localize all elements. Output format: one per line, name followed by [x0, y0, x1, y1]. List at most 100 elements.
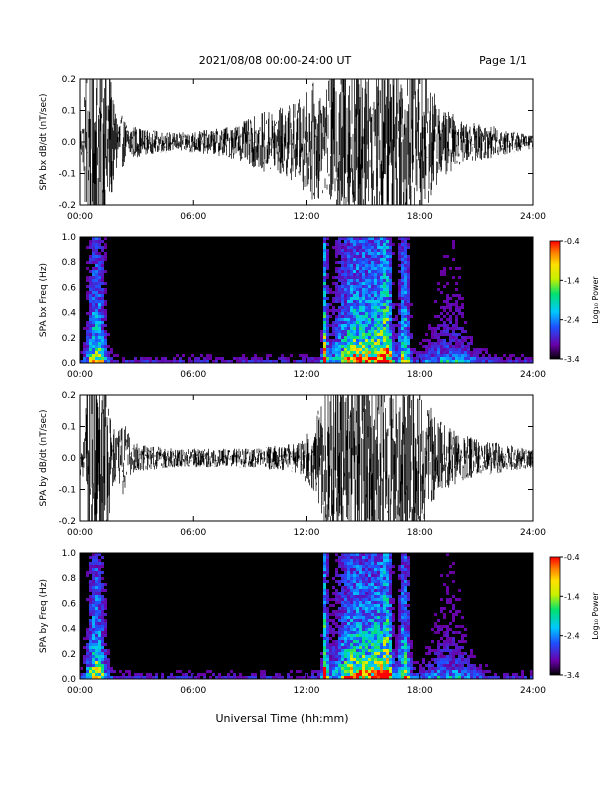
spectrogram-cell [95, 589, 98, 592]
spectrogram-cell [389, 276, 392, 279]
spectrogram-cell [341, 652, 344, 655]
spectrogram-cell [443, 583, 446, 586]
spectrogram-cell [371, 330, 374, 333]
spectrogram-cell [86, 664, 89, 667]
spectrogram-cell [140, 673, 143, 676]
spectrogram-cell [92, 261, 95, 264]
spectrogram-cell [380, 622, 383, 625]
spectrogram-cell [353, 640, 356, 643]
spectrogram-cell [122, 673, 125, 676]
spectrogram-cell [404, 661, 407, 664]
spectrogram-cell [362, 658, 365, 661]
spectrogram-cell [365, 565, 368, 568]
spectrogram-cell [92, 646, 95, 649]
spectrogram-cell [422, 670, 425, 673]
colorbar-tick-label: -0.4 [564, 237, 580, 246]
spectrogram-cell [371, 658, 374, 661]
spectrogram-cell [230, 360, 233, 363]
spectrogram-cell [338, 345, 341, 348]
spectrogram-cell [440, 610, 443, 613]
spectrogram-cell [362, 655, 365, 658]
spectrogram-cell [350, 670, 353, 673]
spectrogram-cell [401, 670, 404, 673]
spectrogram-cell [416, 351, 419, 354]
spectrogram-cell [455, 327, 458, 330]
spectrogram-cell [437, 351, 440, 354]
spectrogram-cell [95, 571, 98, 574]
spectrogram-cell [386, 571, 389, 574]
spectrogram-cell [98, 330, 101, 333]
spectrogram-cell [401, 628, 404, 631]
spectrogram-cell [371, 634, 374, 637]
spectrogram [80, 237, 533, 363]
spectrogram-cell [326, 676, 329, 679]
spectrogram-cell [446, 598, 449, 601]
spectrogram-cell [374, 673, 377, 676]
spectrogram-cell [365, 354, 368, 357]
spectrogram-cell [359, 360, 362, 363]
spectrogram-cell [407, 348, 410, 351]
spectrogram-cell [404, 553, 407, 556]
spectrogram-cell [371, 321, 374, 324]
spectrogram-cell [359, 664, 362, 667]
x-tick-label: 06:00 [180, 686, 206, 696]
spectrogram-cell [368, 652, 371, 655]
spectrogram-cell [98, 613, 101, 616]
spectrogram-cell [389, 273, 392, 276]
colorbar-tick-label: -1.4 [564, 592, 580, 601]
spectrogram-cell [431, 351, 434, 354]
spectrogram-cell [362, 252, 365, 255]
spectrogram-cell [362, 553, 365, 556]
spectrogram-cell [398, 619, 401, 622]
spectrogram-cell [323, 354, 326, 357]
spectrogram-cell [437, 327, 440, 330]
spectrogram-cell [134, 673, 137, 676]
spectrogram-cell [377, 267, 380, 270]
spectrogram-cell [92, 276, 95, 279]
spectrogram-cell [401, 330, 404, 333]
spectrogram-cell [104, 258, 107, 261]
spectrogram-cell [389, 258, 392, 261]
spectrogram-cell [164, 360, 167, 363]
spectrogram-cell [323, 270, 326, 273]
spectrogram-cell [392, 664, 395, 667]
spectrogram-cell [377, 327, 380, 330]
spectrogram-cell [95, 562, 98, 565]
spectrogram-cell [437, 619, 440, 622]
spectrogram-cell [485, 670, 488, 673]
spectrogram-cell [365, 589, 368, 592]
spectrogram-cell [89, 300, 92, 303]
spectrogram-cell [380, 601, 383, 604]
spectrogram-cell [392, 613, 395, 616]
spectrogram-cell [95, 649, 98, 652]
spectrogram-cell [449, 598, 452, 601]
spectrogram-cell [326, 312, 329, 315]
spectrogram-cell [356, 297, 359, 300]
spectrogram-cell [377, 348, 380, 351]
spectrogram-cell [359, 649, 362, 652]
spectrogram-cell [365, 670, 368, 673]
spectrogram-cell [335, 643, 338, 646]
spectrogram-cell [323, 303, 326, 306]
spectrogram-cell [359, 327, 362, 330]
spectrogram-cell [374, 655, 377, 658]
spectrogram-cell [401, 667, 404, 670]
spectrogram-cell [398, 237, 401, 240]
spectrogram-cell [398, 327, 401, 330]
spectrogram-cell [377, 577, 380, 580]
spectrogram-cell [326, 592, 329, 595]
spectrogram-cell [350, 643, 353, 646]
spectrogram-cell [353, 252, 356, 255]
spectrogram-cell [476, 351, 479, 354]
spectrogram-cell [107, 345, 110, 348]
spectrogram-cell [236, 357, 239, 360]
spectrogram-cell [404, 571, 407, 574]
spectrogram-cell [482, 357, 485, 360]
spectrogram-cell [377, 279, 380, 282]
spectrogram-cell [368, 273, 371, 276]
spectrogram-cell [431, 354, 434, 357]
spectrogram-cell [446, 592, 449, 595]
spectrogram-cell [245, 360, 248, 363]
spectrogram-cell [446, 634, 449, 637]
spectrogram-cell [395, 652, 398, 655]
